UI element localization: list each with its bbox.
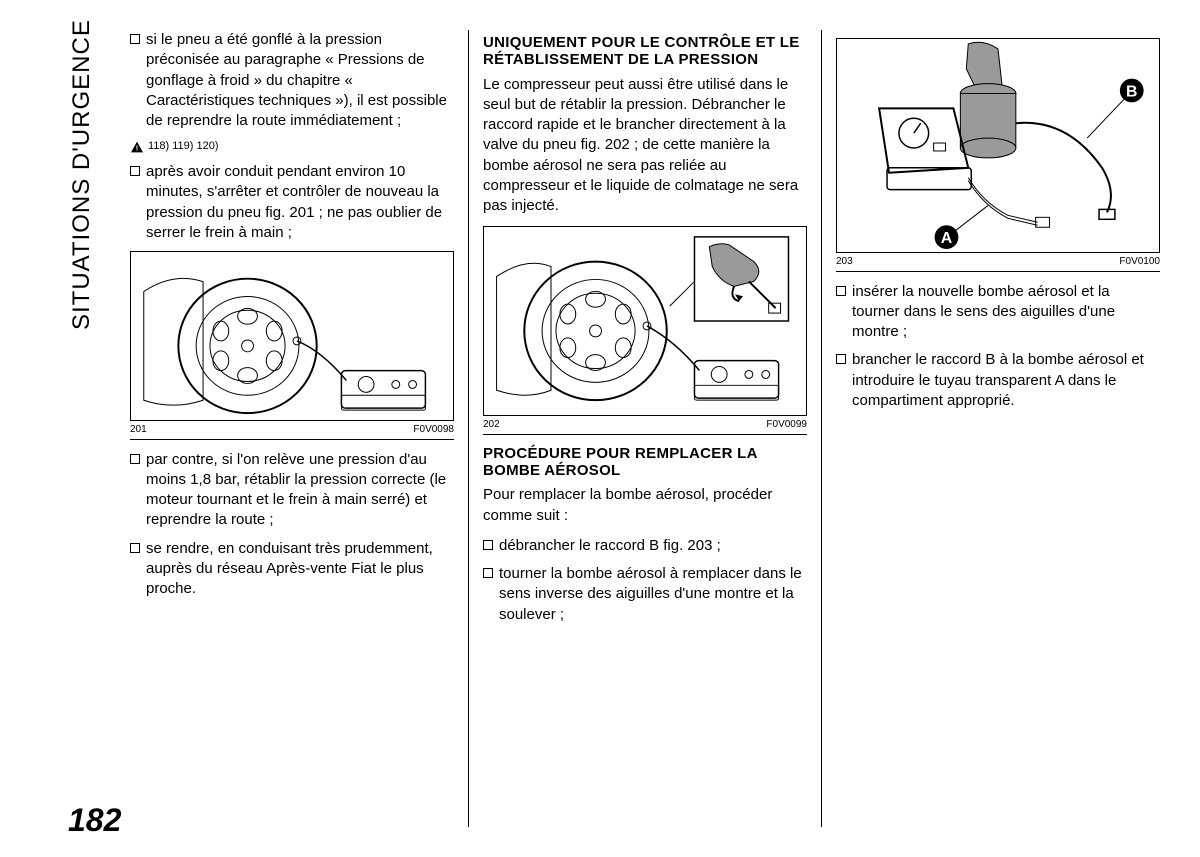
bullet-text: brancher le raccord B à la bombe aérosol… <box>852 350 1160 411</box>
square-bullet-icon <box>836 286 846 296</box>
figure-202 <box>483 226 807 416</box>
square-bullet-icon <box>130 454 140 464</box>
bullet-item: tourner la bombe aérosol à remplacer dan… <box>483 564 807 625</box>
bullet-item: insérer la nouvelle bombe aérosol et la … <box>836 282 1160 343</box>
bullet-item: si le pneu a été gonflé à la pression pr… <box>130 30 454 131</box>
bullet-text: insérer la nouvelle bombe aérosol et la … <box>852 282 1160 343</box>
bullet-item: débrancher le raccord B fig. 203 ; <box>483 536 807 556</box>
figure-number: 201 <box>130 423 147 437</box>
figure-caption: 203 F0V0100 <box>836 255 1160 272</box>
bullet-text: tourner la bombe aérosol à remplacer dan… <box>499 564 807 625</box>
figure-code: F0V0098 <box>413 423 454 437</box>
bullet-item: après avoir conduit pendant environ 10 m… <box>130 162 454 243</box>
column-3: A B 203 F0V0100 insérer la nouvelle bomb… <box>836 30 1160 827</box>
square-bullet-icon <box>836 354 846 364</box>
figure-201 <box>130 251 454 421</box>
bullet-text: après avoir conduit pendant environ 10 m… <box>146 162 454 243</box>
page-content: si le pneu a été gonflé à la pression pr… <box>70 30 1160 827</box>
figure-number: 203 <box>836 255 853 269</box>
figure-caption: 201 F0V0098 <box>130 423 454 440</box>
heading: PROCÉDURE POUR REMPLACER LA BOMBE AÉROSO… <box>483 445 807 480</box>
label-a: A <box>941 230 953 247</box>
svg-text:!: ! <box>136 143 138 152</box>
heading: UNIQUEMENT POUR LE CONTRÔLE ET LE RÉTABL… <box>483 34 807 69</box>
figure-203: A B <box>836 38 1160 253</box>
square-bullet-icon <box>130 543 140 553</box>
paragraph: Pour remplacer la bombe aérosol, procéde… <box>483 485 807 526</box>
bullet-item: se rendre, en conduisant très prudemment… <box>130 539 454 600</box>
warning-refs-line: ! 118) 119) 120) <box>130 139 454 154</box>
figure-caption: 202 F0V0099 <box>483 418 807 435</box>
square-bullet-icon <box>130 166 140 176</box>
bullet-text: débrancher le raccord B fig. 203 ; <box>499 536 807 556</box>
column-2: UNIQUEMENT POUR LE CONTRÔLE ET LE RÉTABL… <box>483 30 822 827</box>
figure-code: F0V0100 <box>1119 255 1160 269</box>
warning-triangle-icon: ! <box>130 141 144 153</box>
column-1: si le pneu a été gonflé à la pression pr… <box>70 30 469 827</box>
square-bullet-icon <box>483 540 493 550</box>
warning-refs: 118) 119) 120) <box>148 139 219 154</box>
bullet-item: par contre, si l'on relève une pression … <box>130 450 454 531</box>
paragraph: Le compresseur peut aussi être utilisé d… <box>483 75 807 217</box>
label-b: B <box>1126 83 1137 100</box>
figure-code: F0V0099 <box>766 418 807 432</box>
page-number: 182 <box>68 802 121 839</box>
bullet-item: brancher le raccord B à la bombe aérosol… <box>836 350 1160 411</box>
square-bullet-icon <box>483 568 493 578</box>
square-bullet-icon <box>130 34 140 44</box>
figure-number: 202 <box>483 418 500 432</box>
bullet-text: par contre, si l'on relève une pression … <box>146 450 454 531</box>
bullet-text: si le pneu a été gonflé à la pression pr… <box>146 30 454 131</box>
bullet-text: se rendre, en conduisant très prudemment… <box>146 539 454 600</box>
